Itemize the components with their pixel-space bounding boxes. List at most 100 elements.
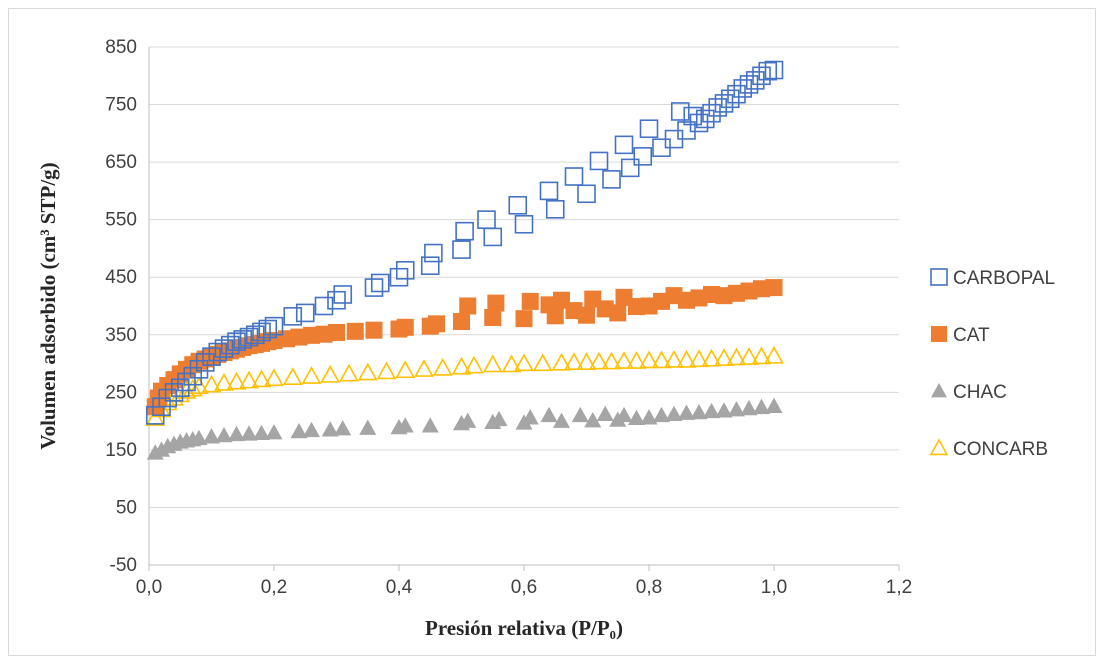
y-tick-labels: -50 50 150 250 350 450 550 650 750 850 <box>105 37 137 576</box>
data-point <box>720 89 740 109</box>
data-point <box>487 294 505 312</box>
data-point <box>501 354 522 373</box>
data-point <box>233 330 253 349</box>
data-point <box>303 421 320 438</box>
data-point <box>389 267 409 287</box>
series-chac <box>146 397 783 460</box>
data-point <box>424 243 443 263</box>
data-point <box>726 347 747 366</box>
y-tick-label: 650 <box>105 152 137 173</box>
data-point <box>215 427 233 443</box>
data-point <box>689 113 709 133</box>
data-point <box>214 372 234 391</box>
data-point <box>703 402 720 419</box>
data-point <box>452 240 471 259</box>
x-tick-label: 0,6 <box>511 577 537 598</box>
data-point <box>252 322 271 342</box>
legend-label: CHAC <box>953 382 1007 403</box>
data-point <box>395 261 415 280</box>
data-point <box>321 421 339 437</box>
data-point <box>359 419 377 435</box>
data-point <box>653 406 670 423</box>
data-point <box>665 405 683 422</box>
data-point <box>702 103 721 123</box>
data-point <box>651 350 672 369</box>
data-point <box>626 351 647 369</box>
legend-label: CONCARB <box>953 439 1048 460</box>
data-point <box>451 356 472 375</box>
data-point <box>670 102 690 121</box>
data-point <box>339 363 359 382</box>
data-point <box>164 383 184 402</box>
data-point <box>540 406 558 423</box>
data-point <box>189 360 209 379</box>
data-point <box>455 221 474 241</box>
data-point <box>459 297 477 315</box>
data-point <box>464 355 484 374</box>
data-point <box>628 409 645 426</box>
data-point <box>258 319 278 339</box>
y-tick-label: 850 <box>105 37 137 58</box>
data-point <box>545 200 565 219</box>
data-point <box>576 352 597 371</box>
data-point <box>396 318 414 336</box>
data-point <box>245 325 265 345</box>
data-point <box>365 321 383 339</box>
legend: CARBOPAL CAT CHAC CONCARB <box>929 268 1055 460</box>
data-point <box>183 366 203 386</box>
data-point <box>758 61 778 81</box>
data-point <box>177 372 196 392</box>
data-point <box>214 339 234 358</box>
data-point <box>264 368 284 387</box>
data-point <box>539 181 559 201</box>
data-point <box>640 409 658 425</box>
y-tick-label: -50 <box>110 555 137 576</box>
x-axis-title: Presión relativa (P/P₀) <box>425 616 623 640</box>
data-point <box>589 151 609 171</box>
data-point <box>551 352 572 371</box>
data-point <box>482 354 503 373</box>
data-point <box>490 410 508 427</box>
data-point <box>283 307 303 326</box>
data-point <box>589 351 609 370</box>
data-point <box>314 296 334 316</box>
data-point <box>571 406 589 423</box>
data-point <box>515 310 533 328</box>
y-tick-label: 50 <box>116 497 137 518</box>
data-point <box>728 401 745 417</box>
data-point <box>714 348 734 366</box>
data-point <box>532 353 553 372</box>
x-tick-label: 0,0 <box>136 577 162 598</box>
data-point <box>203 428 220 444</box>
data-point <box>695 109 715 129</box>
x-tick-label: 0,2 <box>261 577 287 598</box>
x-tick-labels: 0,0 0,2 0,4 0,6 0,8 1,0 1,2 <box>136 577 912 598</box>
data-point <box>753 398 770 415</box>
data-point <box>683 106 703 126</box>
y-tick-label: 150 <box>105 440 137 461</box>
legend-item-concarb: CONCARB <box>929 438 1048 460</box>
y-tick-label: 450 <box>105 267 137 288</box>
data-point <box>601 351 622 370</box>
data-point <box>327 290 346 310</box>
data-point <box>395 360 416 379</box>
data-point <box>290 422 308 439</box>
data-point <box>420 256 440 276</box>
data-point <box>639 119 659 139</box>
data-point <box>227 332 246 351</box>
data-point <box>578 306 595 324</box>
data-point <box>483 227 503 247</box>
data-point <box>264 316 284 336</box>
data-point <box>282 367 303 385</box>
data-point <box>521 292 539 310</box>
data-point <box>459 412 477 428</box>
data-point <box>357 362 378 381</box>
data-point <box>751 346 772 365</box>
y-tick-label: 350 <box>105 325 137 346</box>
legend-marker <box>930 268 948 286</box>
legend-marker <box>929 438 949 456</box>
data-point <box>239 327 259 347</box>
data-point <box>564 352 584 371</box>
data-point <box>678 404 695 420</box>
